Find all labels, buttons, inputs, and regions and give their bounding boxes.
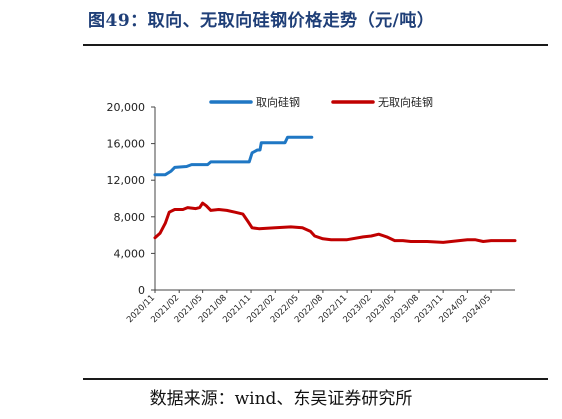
legend-label: 取向硅钢 [256, 95, 300, 109]
top-divider [83, 44, 548, 46]
y-axis-tick-labels: 20,000 16,000 12,000 8,000 4,000 0 [107, 101, 146, 297]
y-tick-label: 0 [138, 284, 145, 297]
bottom-divider [83, 378, 548, 380]
data-source-note: 数据来源：wind、东吴证券研究所 [149, 389, 413, 409]
price-line-chart: 20,000 16,000 12,000 8,000 4,000 0 2020/11202… [107, 95, 517, 325]
series-line-oriented-silicon-steel [153, 135, 314, 177]
series-lines [153, 135, 517, 244]
y-tick-label: 12,000 [107, 174, 146, 187]
chart-axes [151, 106, 515, 293]
y-tick-label: 20,000 [107, 101, 146, 114]
series-line-non-oriented-silicon-steel [153, 201, 517, 244]
legend-label: 无取向硅钢 [378, 95, 433, 109]
y-tick-label: 4,000 [114, 247, 146, 260]
chart-title: 图49：取向、无取向硅钢价格走势（元/吨） [88, 11, 435, 31]
chart-legend: 取向硅钢 无取向硅钢 [209, 95, 433, 109]
x-axis-tick-labels: 2020/112021/022021/052021/082021/112022/… [125, 293, 493, 325]
y-tick-label: 8,000 [114, 211, 146, 224]
y-tick-label: 16,000 [107, 138, 146, 151]
